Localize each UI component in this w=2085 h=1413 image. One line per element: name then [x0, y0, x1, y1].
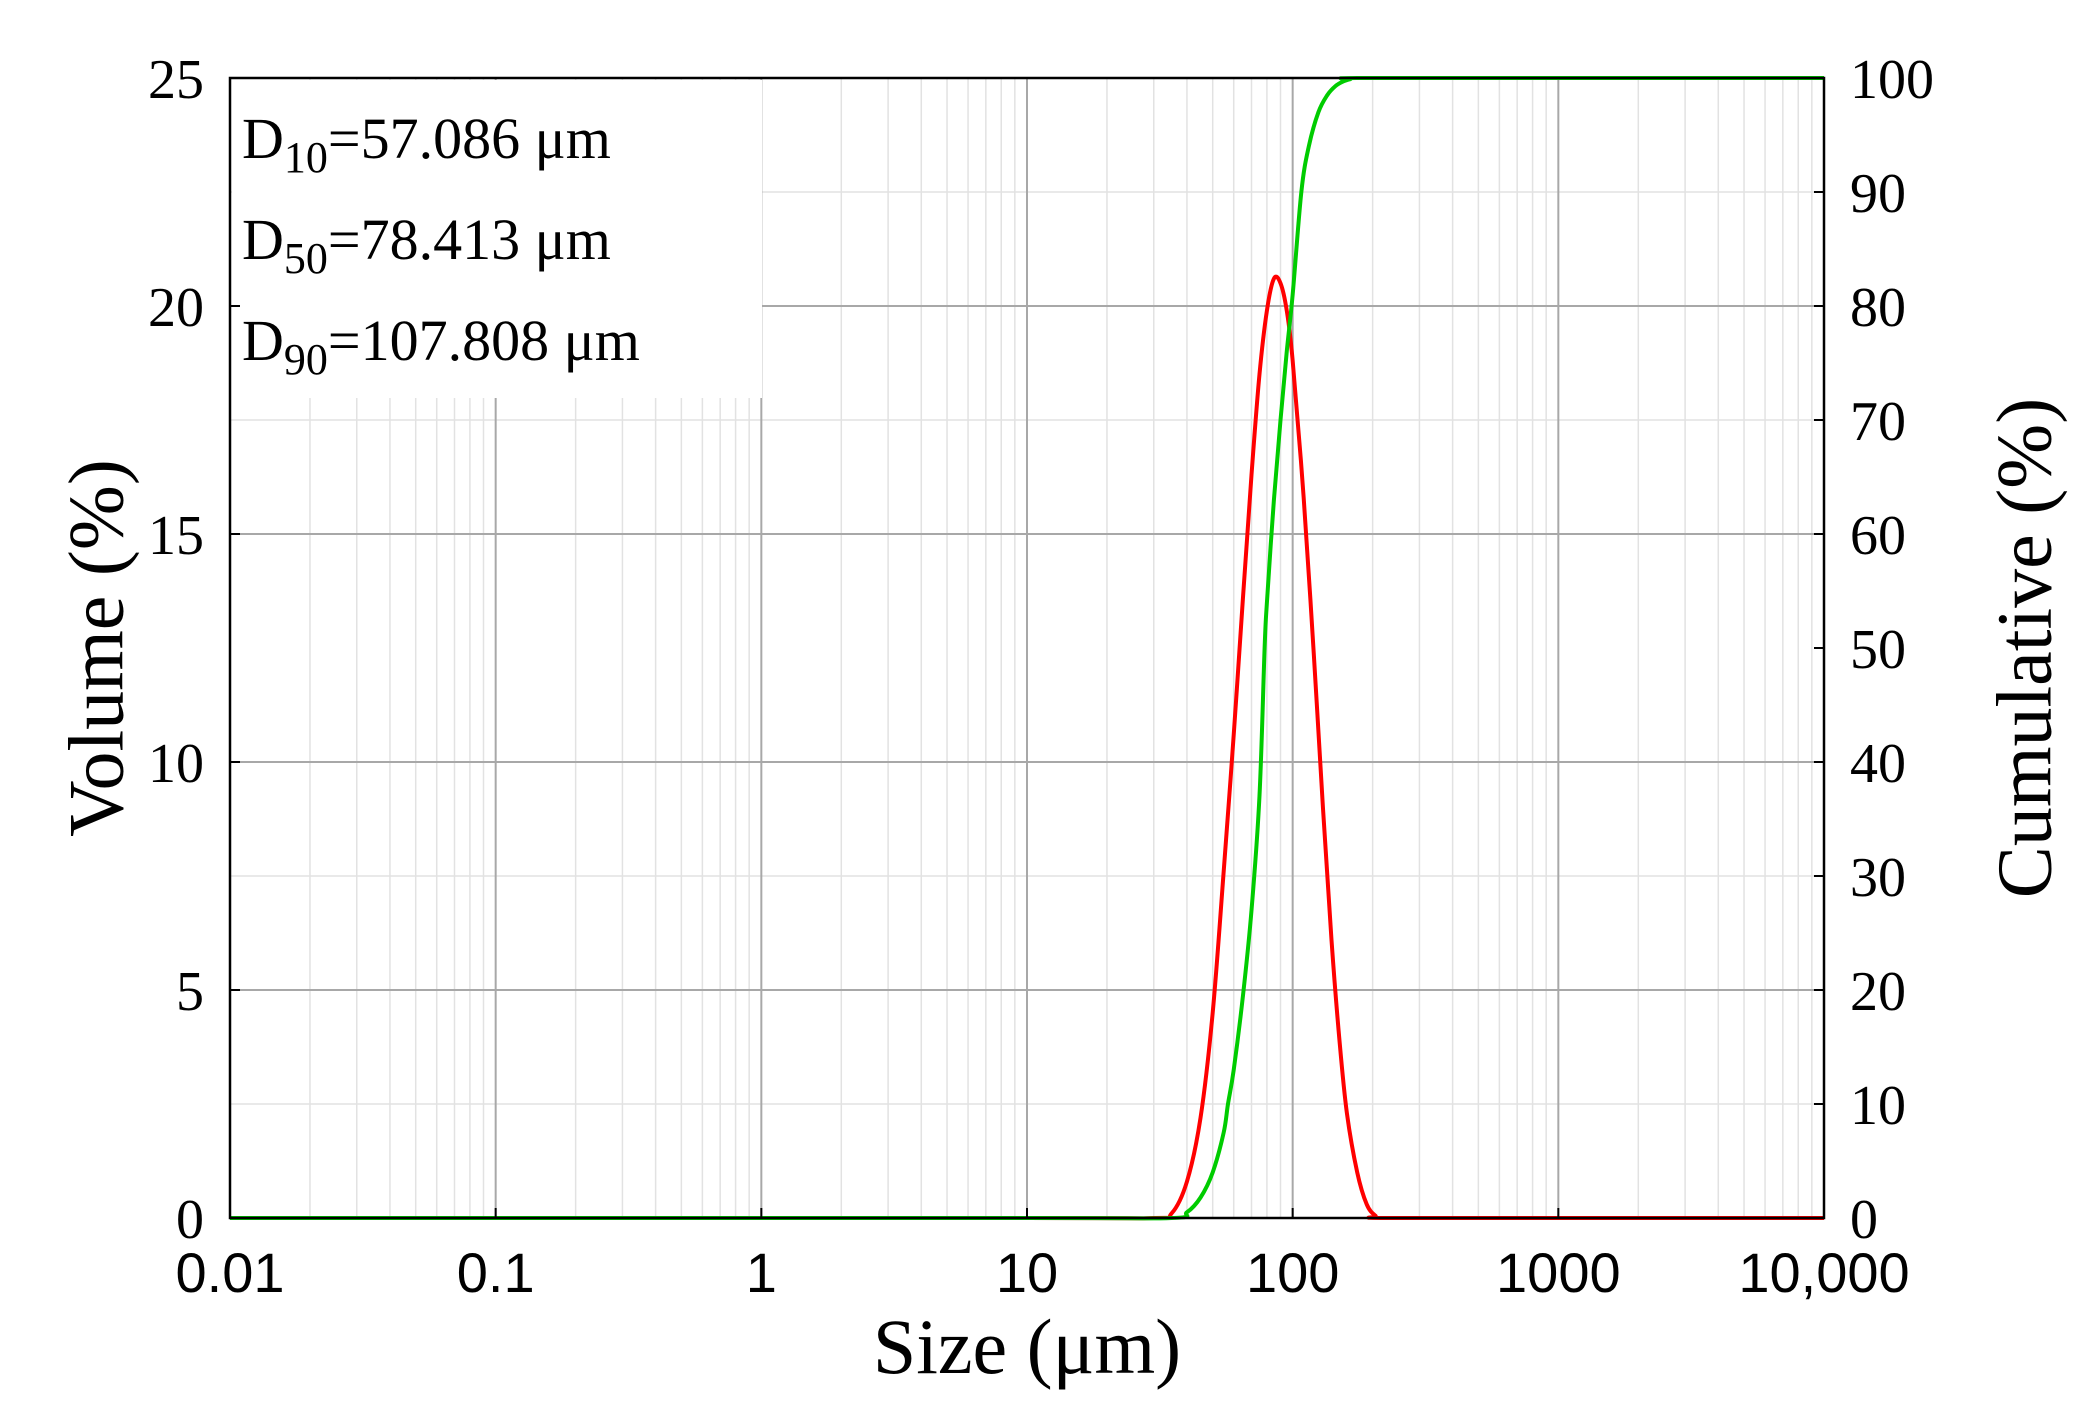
- annotation-text: D90=107.808 μm: [242, 308, 640, 384]
- series-layer: [229, 75, 1824, 1221]
- y-right-tick-label: 70: [1850, 391, 1906, 453]
- volume-series-line: [229, 274, 1824, 1221]
- annotation-symbol: D: [242, 106, 284, 171]
- y-left-tick-label: 10: [148, 733, 204, 795]
- annotation-background: [232, 80, 762, 398]
- annotation-symbol: D: [242, 308, 284, 373]
- y-right-tick-label: 90: [1850, 163, 1906, 225]
- annotation-value: =78.413 μm: [328, 207, 611, 272]
- y-right-tick-label: 80: [1850, 277, 1906, 339]
- y-left-tick-label: 15: [148, 505, 204, 567]
- annotation-symbol: D: [242, 207, 284, 272]
- y-right-tick-label: 100: [1850, 49, 1934, 111]
- y-right-tick-label: 0: [1850, 1189, 1878, 1251]
- y-left-axis-ticks: 0 5 10 15 20 25: [148, 49, 240, 1251]
- annotation-value: =57.086 μm: [328, 106, 611, 171]
- y-right-tick-label: 10: [1850, 1075, 1906, 1137]
- annotation-subscript: 10: [284, 133, 328, 182]
- annotation-text: D10=57.086 μm: [242, 106, 611, 182]
- y-right-axis-title: Cumulative (%): [1981, 398, 2068, 898]
- y-left-tick-label: 0: [176, 1189, 204, 1251]
- annotation-value: =107.808 μm: [328, 308, 640, 373]
- y-left-tick-label: 25: [148, 49, 204, 111]
- x-tick-label: 10,000: [1738, 1241, 1909, 1304]
- annotation-text: D50=78.413 μm: [242, 207, 611, 283]
- y-right-tick-label: 40: [1850, 733, 1906, 795]
- y-right-tick-label: 20: [1850, 961, 1906, 1023]
- x-tick-label: 10: [996, 1241, 1058, 1304]
- x-tick-label: 100: [1246, 1241, 1339, 1304]
- x-tick-label: 1000: [1496, 1241, 1621, 1304]
- annotation-subscript: 90: [284, 335, 328, 384]
- y-right-tick-label: 50: [1850, 619, 1906, 681]
- cumulative-series-line: [229, 75, 1824, 1221]
- y-left-tick-label: 20: [148, 277, 204, 339]
- y-left-axis-title: Volume (%): [53, 459, 140, 837]
- x-axis-title: Size (μm): [873, 1303, 1181, 1390]
- annotation-subscript: 50: [284, 234, 328, 283]
- x-tick-label: 0.1: [457, 1241, 535, 1304]
- y-right-tick-label: 60: [1850, 505, 1906, 567]
- x-tick-label: 1: [746, 1241, 777, 1304]
- x-tick-label: 0.01: [176, 1241, 285, 1304]
- x-axis-ticks: 0.01 0.1 1 10 100 1000 10,000: [176, 1208, 1910, 1304]
- y-right-axis-ticks: 0 10 20 30 40 50 60 70 80 90 100: [1814, 49, 1934, 1251]
- y-right-tick-label: 30: [1850, 847, 1906, 909]
- y-left-tick-label: 5: [176, 961, 204, 1023]
